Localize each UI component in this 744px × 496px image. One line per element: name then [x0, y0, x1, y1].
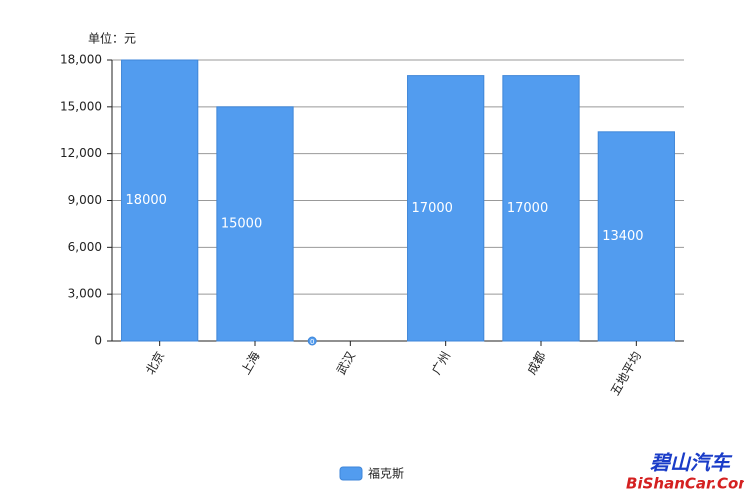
bar — [407, 75, 485, 342]
value-label: 18000 — [126, 193, 167, 208]
x-tick-label: 上海 — [238, 349, 263, 377]
bar — [597, 131, 675, 342]
x-tick-label: 广州 — [429, 349, 453, 377]
y-tick-label: 9,000 — [68, 193, 102, 207]
watermark: 碧山汽车 — [650, 451, 733, 475]
value-label: 13400 — [602, 229, 643, 244]
x-tick-label: 北京 — [143, 349, 167, 377]
watermark: BiShanCar.Com — [626, 475, 744, 493]
value-marker — [307, 336, 317, 346]
bar — [121, 59, 199, 342]
y-tick-label: 12,000 — [60, 146, 102, 160]
y-tick-label: 0 — [94, 334, 102, 348]
unit-label: 单位：元 — [88, 31, 136, 46]
y-tick-label: 3,000 — [68, 287, 102, 301]
x-tick-label: 五地平均 — [608, 349, 644, 398]
value-label: 17000 — [507, 201, 548, 216]
value-label: 15000 — [221, 216, 262, 231]
y-tick-label: 15,000 — [60, 99, 102, 113]
value-label: 0 — [310, 338, 314, 346]
x-tick-label: 成都 — [524, 349, 548, 377]
legend-swatch — [339, 466, 363, 481]
y-tick-label: 6,000 — [68, 240, 102, 254]
value-label: 17000 — [412, 201, 453, 216]
y-tick-label: 18,000 — [60, 53, 102, 67]
bar — [502, 75, 580, 342]
legend-label: 福克斯 — [368, 466, 404, 481]
x-tick-label: 武汉 — [334, 349, 358, 377]
